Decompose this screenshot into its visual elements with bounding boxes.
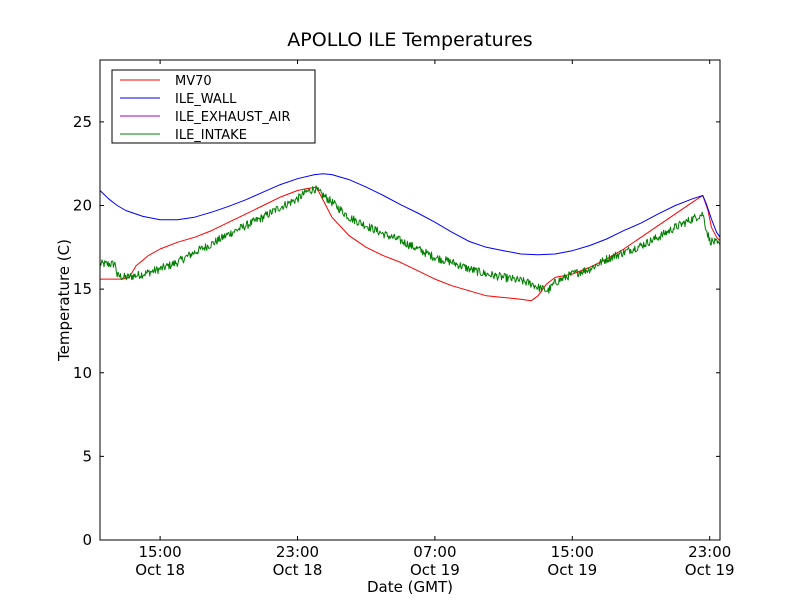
x-tick-label: 23:00 — [688, 543, 731, 561]
y-tick-label: 10 — [73, 364, 92, 382]
x-tick-label: 15:00 — [138, 543, 181, 561]
x-tick-date-label: Oct 18 — [273, 561, 323, 579]
y-tick-label: 5 — [82, 447, 92, 465]
plot-frame — [99, 59, 721, 541]
x-tick-label: 23:00 — [276, 543, 319, 561]
y-tick-label: 15 — [73, 280, 92, 298]
y-tick-label: 20 — [73, 197, 92, 215]
legend-label: ILE_INTAKE — [175, 128, 247, 143]
x-axis-label: Date (GMT) — [367, 578, 453, 596]
x-tick-date-label: Oct 19 — [410, 561, 460, 579]
legend-label: ILE_EXHAUST_AIR — [175, 110, 291, 125]
legend-box — [111, 69, 316, 144]
x-tick-date-label: Oct 18 — [135, 561, 185, 579]
y-axis-label: Temperature (C) — [55, 239, 73, 362]
series-line-ile-intake — [100, 185, 720, 294]
x-tick-date-label: Oct 19 — [547, 561, 597, 579]
legend: MV70 ILE_WALL ILE_EXHAUST_AIR ILE_INTAKE — [111, 69, 316, 144]
legend-label: MV70 — [175, 74, 212, 89]
x-tick-label: 07:00 — [413, 543, 456, 561]
x-tick-date-label: Oct 19 — [685, 561, 735, 579]
y-tick-label: 0 — [82, 531, 92, 549]
series-line-mv70 — [100, 186, 720, 302]
series-line-ile-wall — [100, 173, 720, 256]
x-tick-label: 15:00 — [551, 543, 594, 561]
chart-title: APOLLO ILE Temperatures — [287, 29, 532, 51]
legend-label: ILE_WALL — [175, 92, 237, 107]
y-tick-label: 25 — [73, 113, 92, 131]
